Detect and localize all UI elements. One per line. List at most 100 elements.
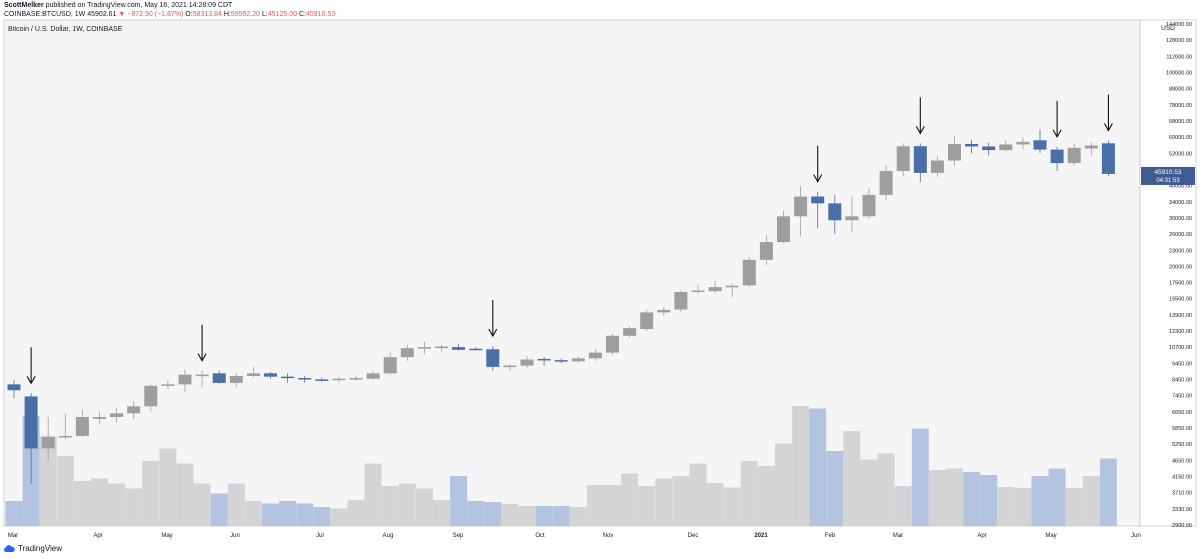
volume-bar xyxy=(364,463,382,526)
volume-bar xyxy=(210,493,228,526)
candle-body xyxy=(298,378,312,380)
y-tick-label: 112000.00 xyxy=(1166,54,1192,60)
candle-body xyxy=(486,349,500,367)
volume-bar xyxy=(604,485,621,526)
x-tick-label: Apr xyxy=(977,533,986,539)
candle-body xyxy=(281,376,295,379)
y-tick-label: 23000.00 xyxy=(1169,248,1192,254)
y-tick-label: 10700.00 xyxy=(1169,345,1192,351)
plot-area xyxy=(3,19,1141,527)
y-tick-label: 3710.00 xyxy=(1172,491,1192,497)
volume-bar xyxy=(706,483,724,526)
candle-body xyxy=(1101,143,1115,174)
candle-body xyxy=(674,291,688,310)
x-axis-ticks: Mar Apr May Jun Jul Aug Sep Oct Nov Dec 2021 Feb Mar… xyxy=(8,533,1141,539)
last-value: 45902.61 xyxy=(87,11,117,18)
annotation-arrows xyxy=(26,94,1113,385)
x-tick-label: Nov xyxy=(603,533,614,539)
candle-body xyxy=(879,170,893,195)
candle-body xyxy=(742,259,756,286)
candle-body xyxy=(623,328,637,336)
volume-bar xyxy=(501,504,519,526)
y-tick-label: 88000.00 xyxy=(1169,87,1192,93)
candle-body xyxy=(999,144,1013,151)
y-tick-label: 7450.00 xyxy=(1172,394,1192,400)
volume-bar xyxy=(655,478,673,526)
x-tick-label: Jun xyxy=(230,533,240,539)
candle-body xyxy=(178,374,192,385)
candle-body xyxy=(332,378,346,381)
candle-body xyxy=(862,194,876,217)
volume-bar xyxy=(809,408,827,526)
volume-bar xyxy=(946,468,963,526)
candle-body xyxy=(896,146,910,171)
author-name[interactable]: ScottMelker xyxy=(4,2,44,9)
down-arrow-annotation xyxy=(1052,100,1062,139)
candle-body xyxy=(400,348,414,358)
candle-body xyxy=(982,146,996,151)
volume-bar xyxy=(621,473,639,526)
volume-bar xyxy=(1014,488,1032,526)
y-tick-label: 78000.00 xyxy=(1169,103,1192,109)
volume-bar xyxy=(142,461,160,526)
low-value: 45125.00 xyxy=(267,11,298,18)
down-arrow-annotation xyxy=(197,324,207,362)
candle-body xyxy=(640,312,654,330)
volume-bar xyxy=(723,487,741,526)
candle-body xyxy=(571,358,585,362)
candle-body xyxy=(1084,145,1098,149)
x-tick-label: Mar xyxy=(893,533,903,539)
volume-bar xyxy=(450,476,468,526)
volume-bar xyxy=(775,443,792,526)
y-tick-label: 17500.00 xyxy=(1169,281,1192,287)
candle-body xyxy=(965,143,979,147)
down-arrow-annotation xyxy=(26,347,36,385)
volume-bar xyxy=(672,476,690,526)
publish-info: ScottMelker published on TradingView.com… xyxy=(4,2,232,9)
x-tick-label: Oct xyxy=(535,533,545,539)
volume-bar xyxy=(125,488,143,526)
candle-body xyxy=(41,437,55,449)
volume-bar xyxy=(963,472,981,526)
y-tick-label: 5250.00 xyxy=(1172,442,1192,448)
volume-bar xyxy=(398,483,416,526)
tradingview-logo[interactable]: TradingView xyxy=(3,544,62,553)
volume-bar xyxy=(5,501,23,526)
candlesticks xyxy=(7,129,1115,484)
down-arrow-annotation xyxy=(1103,94,1113,132)
volume-bar xyxy=(313,507,331,526)
candle-body xyxy=(913,146,927,173)
x-tick-label: Apr xyxy=(93,533,102,539)
volume-bar xyxy=(108,483,126,526)
candle-body xyxy=(588,352,602,359)
candle-body xyxy=(777,216,790,243)
y-tick-label: 144000.00 xyxy=(1166,22,1192,28)
candle-body xyxy=(435,346,448,349)
volume-bar xyxy=(467,501,485,526)
candle-body xyxy=(759,242,773,260)
candle-body xyxy=(469,348,483,351)
x-tick-label: Aug xyxy=(383,533,394,539)
volume-bar xyxy=(1082,476,1100,526)
candle-body xyxy=(24,396,38,449)
open-label: O: xyxy=(185,11,193,18)
volume-bar xyxy=(433,500,450,526)
open-value: 58313.84 xyxy=(192,11,222,18)
y-tick-label: 26000.00 xyxy=(1169,232,1192,238)
candle-body xyxy=(349,378,363,380)
candle-body xyxy=(417,347,431,349)
volume-bar xyxy=(740,461,758,526)
volume-bar xyxy=(330,508,348,526)
candle-body xyxy=(58,435,72,438)
symbol-label: COINBASE:BTCUSD, 1W xyxy=(4,11,86,18)
volume-bar xyxy=(586,485,604,526)
high-label: H: xyxy=(223,11,231,18)
volume-bar xyxy=(279,501,297,526)
y-tick-label: 4650.00 xyxy=(1172,458,1192,464)
y-tick-label: 12300.00 xyxy=(1169,329,1192,335)
volume-bars xyxy=(5,406,1117,526)
volume-bar xyxy=(894,486,912,526)
candle-body xyxy=(452,347,466,350)
volume-bar xyxy=(1048,468,1066,526)
